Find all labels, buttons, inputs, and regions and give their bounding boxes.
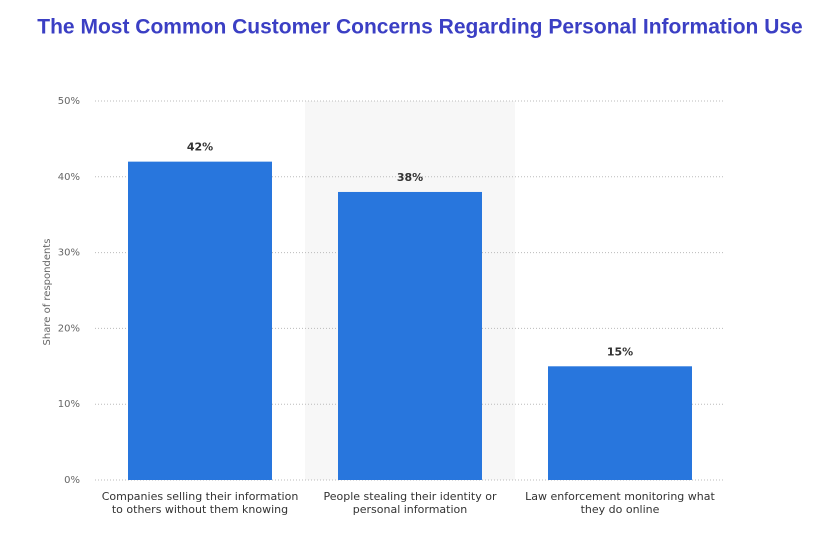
chart-title: The Most Common Customer Concerns Regard… (37, 16, 802, 39)
data-label: 15% (607, 345, 633, 358)
x-tick-label: People stealing their identity or person… (323, 490, 497, 516)
x-tick-label: Companies selling their information to o… (101, 490, 299, 516)
x-tick-label: Law enforcement monitoring what they do … (525, 490, 715, 516)
bar (338, 191, 482, 480)
y-tick-label: 20% (58, 323, 80, 334)
data-label: 42% (187, 141, 213, 154)
y-tick-label: 0% (64, 475, 80, 486)
data-label: 38% (397, 171, 423, 184)
y-tick-label: 30% (58, 248, 80, 259)
y-axis-label: Share of respondents (42, 239, 53, 346)
y-tick-label: 40% (58, 172, 80, 183)
y-tick-label: 10% (58, 399, 80, 410)
y-tick-label: 50% (58, 96, 80, 107)
bar (128, 161, 272, 480)
bar (548, 366, 692, 480)
